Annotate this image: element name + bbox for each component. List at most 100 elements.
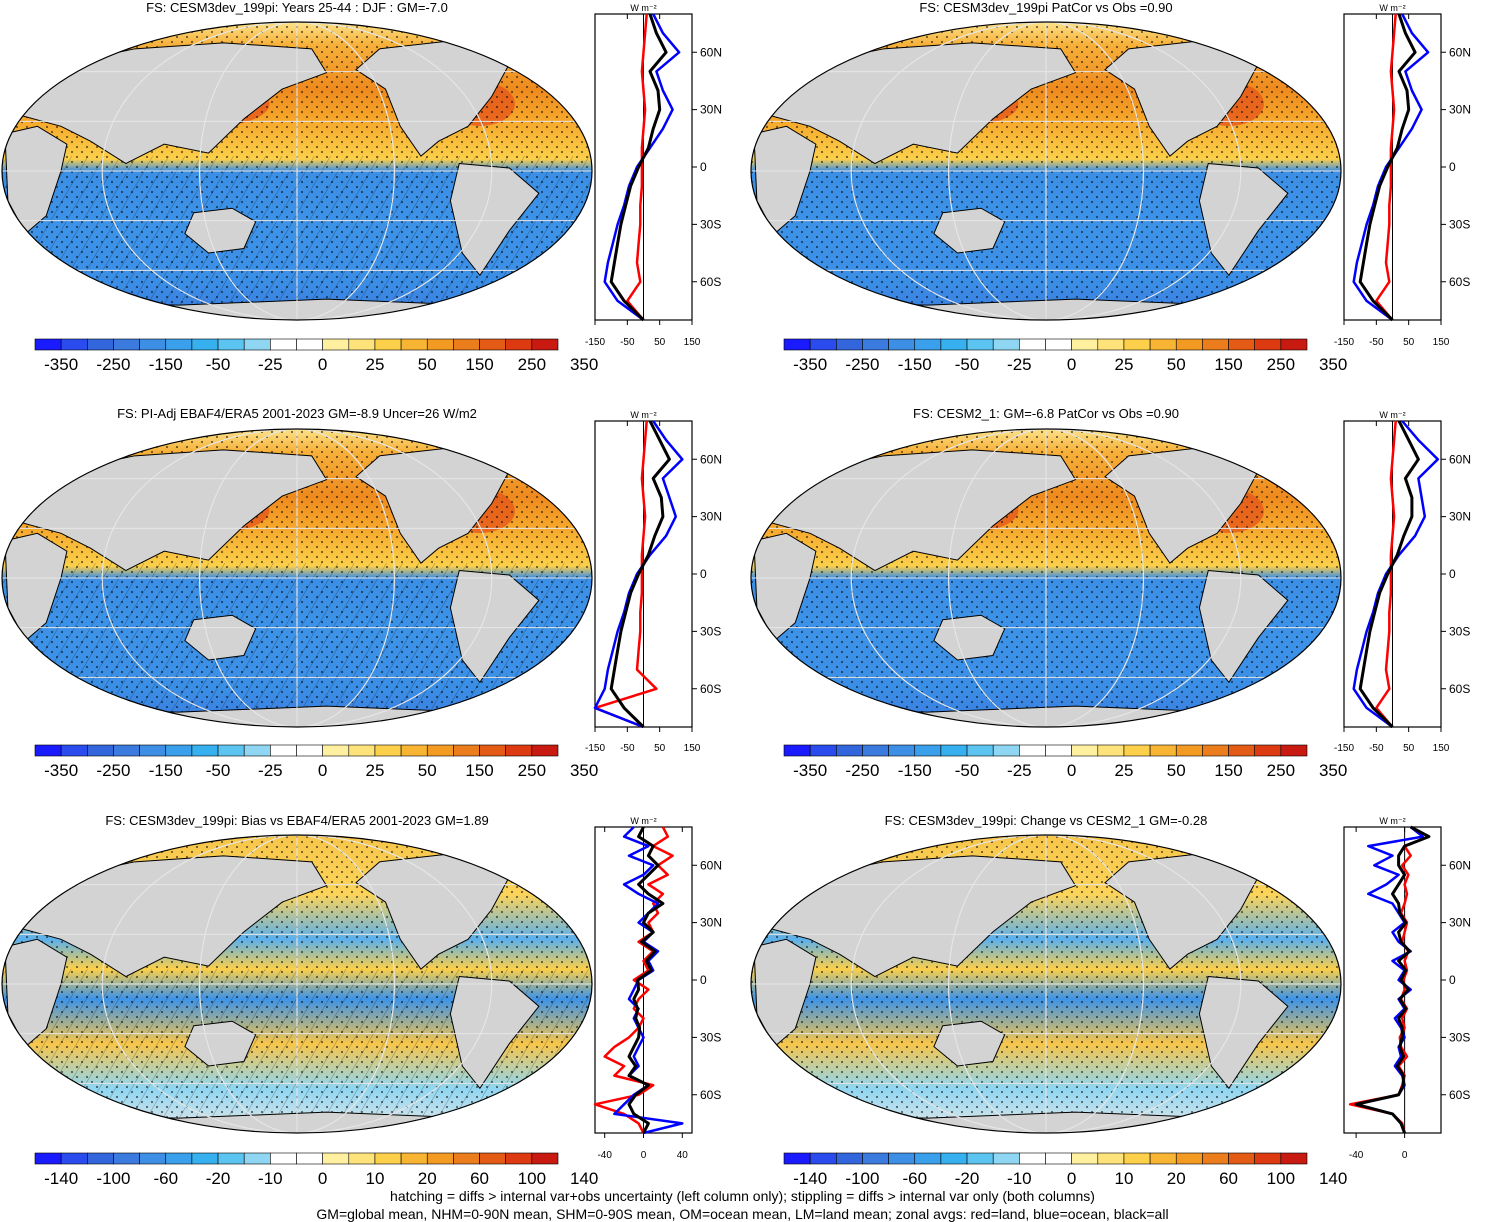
colorbar-swatch [506,745,532,756]
profile-lat-tick-label: 0 [1449,973,1456,987]
colorbar-swatch [375,1153,401,1164]
colorbar-tick-label: -25 [1007,355,1032,374]
colorbar-swatch [1281,339,1307,350]
colorbar-tick-label: 350 [1319,761,1347,780]
colorbar-tick-label: 250 [518,761,546,780]
colorbar-swatch [113,339,139,350]
colorbar-tick-label: -60 [902,1169,927,1188]
colorbar-swatch [506,339,532,350]
land-mass [480,436,539,464]
colorbar-swatch [61,1153,87,1164]
colorbar-swatch [140,339,166,350]
profile-x-tick-label: 50 [654,337,666,348]
profile-lat-tick-label: 60S [1449,1088,1470,1102]
footnote-line-1: hatching = diffs > internal var+obs unce… [0,1188,1485,1204]
colorbar-swatch [166,1153,192,1164]
colorbar-swatch [1098,745,1124,756]
colorbar-swatch [349,745,375,756]
panel-4: FS: CESM2_1: GM=-6.8 PatCor vs Obs =0.90… [751,406,1471,780]
colorbar-swatch [532,339,558,350]
profile-units: W m⁻² [630,410,656,420]
colorbar-swatch [218,339,244,350]
panel-title: FS: CESM3dev_199pi PatCor vs Obs =0.90 [919,0,1172,15]
profile-x-tick-label: -50 [1369,743,1384,754]
colorbar-swatch [140,745,166,756]
colorbar-tick-label: -50 [955,355,980,374]
colorbar-swatch [1098,339,1124,350]
colorbar-swatch [1124,745,1150,756]
colorbar-tick-label: -10 [1007,1169,1032,1188]
profile-lat-tick-label: 60N [1449,45,1471,59]
colorbar-tick-label: 60 [1219,1169,1238,1188]
colorbar-tick-label: -150 [898,761,932,780]
colorbar-swatch [862,1153,888,1164]
profile-units: W m⁻² [630,816,656,826]
colorbar-swatch [967,1153,993,1164]
colorbar-swatch [166,745,192,756]
profile-lat-tick-label: 60N [700,452,722,466]
colorbar-swatch [427,339,453,350]
colorbar-swatch [1255,1153,1281,1164]
profile-x-tick-label: -50 [620,743,635,754]
profile-x-tick-label: 0 [641,1150,647,1161]
colorbar-swatch [270,339,296,350]
colorbar-tick-label: -100 [845,1169,879,1188]
profile-lat-tick-label: 30N [700,916,722,930]
colorbar-tick-label: -150 [898,355,932,374]
colorbar-swatch [1150,1153,1176,1164]
colorbar-swatch [244,745,270,756]
panel-2: FS: CESM3dev_199pi PatCor vs Obs =0.90-3… [751,0,1471,374]
footnote-line-2: GM=global mean, NHM=0-90N mean, SHM=0-90… [0,1206,1485,1222]
colorbar-swatch [784,1153,810,1164]
colorbar-swatch [349,339,375,350]
panel-6: FS: CESM3dev_199pi: Change vs CESM2_1 GM… [751,813,1471,1188]
colorbar-tick-label: 250 [1267,355,1295,374]
colorbar-tick-label: -140 [793,1169,827,1188]
colorbar-swatch [87,1153,113,1164]
profile-lat-tick-label: 60N [700,858,722,872]
land-mass [1229,436,1288,464]
colorbar-tick-label: -60 [153,1169,178,1188]
profile-x-tick-label: 50 [1403,337,1415,348]
colorbar-tick-label: 25 [365,355,384,374]
colorbar-tick-label: 250 [1267,761,1295,780]
colorbar-tick-label: 10 [1114,1169,1133,1188]
profile-lat-tick-label: 0 [1449,160,1456,174]
colorbar-swatch [401,339,427,350]
colorbar-swatch [218,1153,244,1164]
colorbar-swatch [140,1153,166,1164]
profile-lat-tick-label: 60S [700,682,721,696]
profile-units: W m⁻² [1379,816,1405,826]
colorbar-swatch [453,339,479,350]
colorbar-swatch [889,1153,915,1164]
profile-lat-tick-label: 30N [700,510,722,524]
colorbar-tick-label: -25 [1007,761,1032,780]
colorbar-swatch [323,1153,349,1164]
colorbar-swatch [941,1153,967,1164]
colorbar-swatch [427,1153,453,1164]
colorbar-swatch [218,745,244,756]
colorbar-tick-label: 25 [365,761,384,780]
colorbar-tick-label: 0 [318,1169,327,1188]
colorbar-tick-label: 150 [1214,761,1242,780]
colorbar-swatch [166,339,192,350]
colorbar-tick-label: 50 [418,761,437,780]
colorbar-tick-label: -350 [793,761,827,780]
colorbar-tick-label: -100 [96,1169,130,1188]
colorbar-swatch [297,1153,323,1164]
map [2,835,592,1133]
colorbar-swatch [1202,1153,1228,1164]
colorbar-swatch [1098,1153,1124,1164]
profile-lat-tick-label: 60N [1449,858,1471,872]
profile-x-tick-label: 50 [1403,743,1415,754]
profile-lat-tick-label: 30N [700,103,722,117]
colorbar-swatch [506,1153,532,1164]
colorbar-swatch [1046,339,1072,350]
profile-lat-tick-label: 60N [700,45,722,59]
